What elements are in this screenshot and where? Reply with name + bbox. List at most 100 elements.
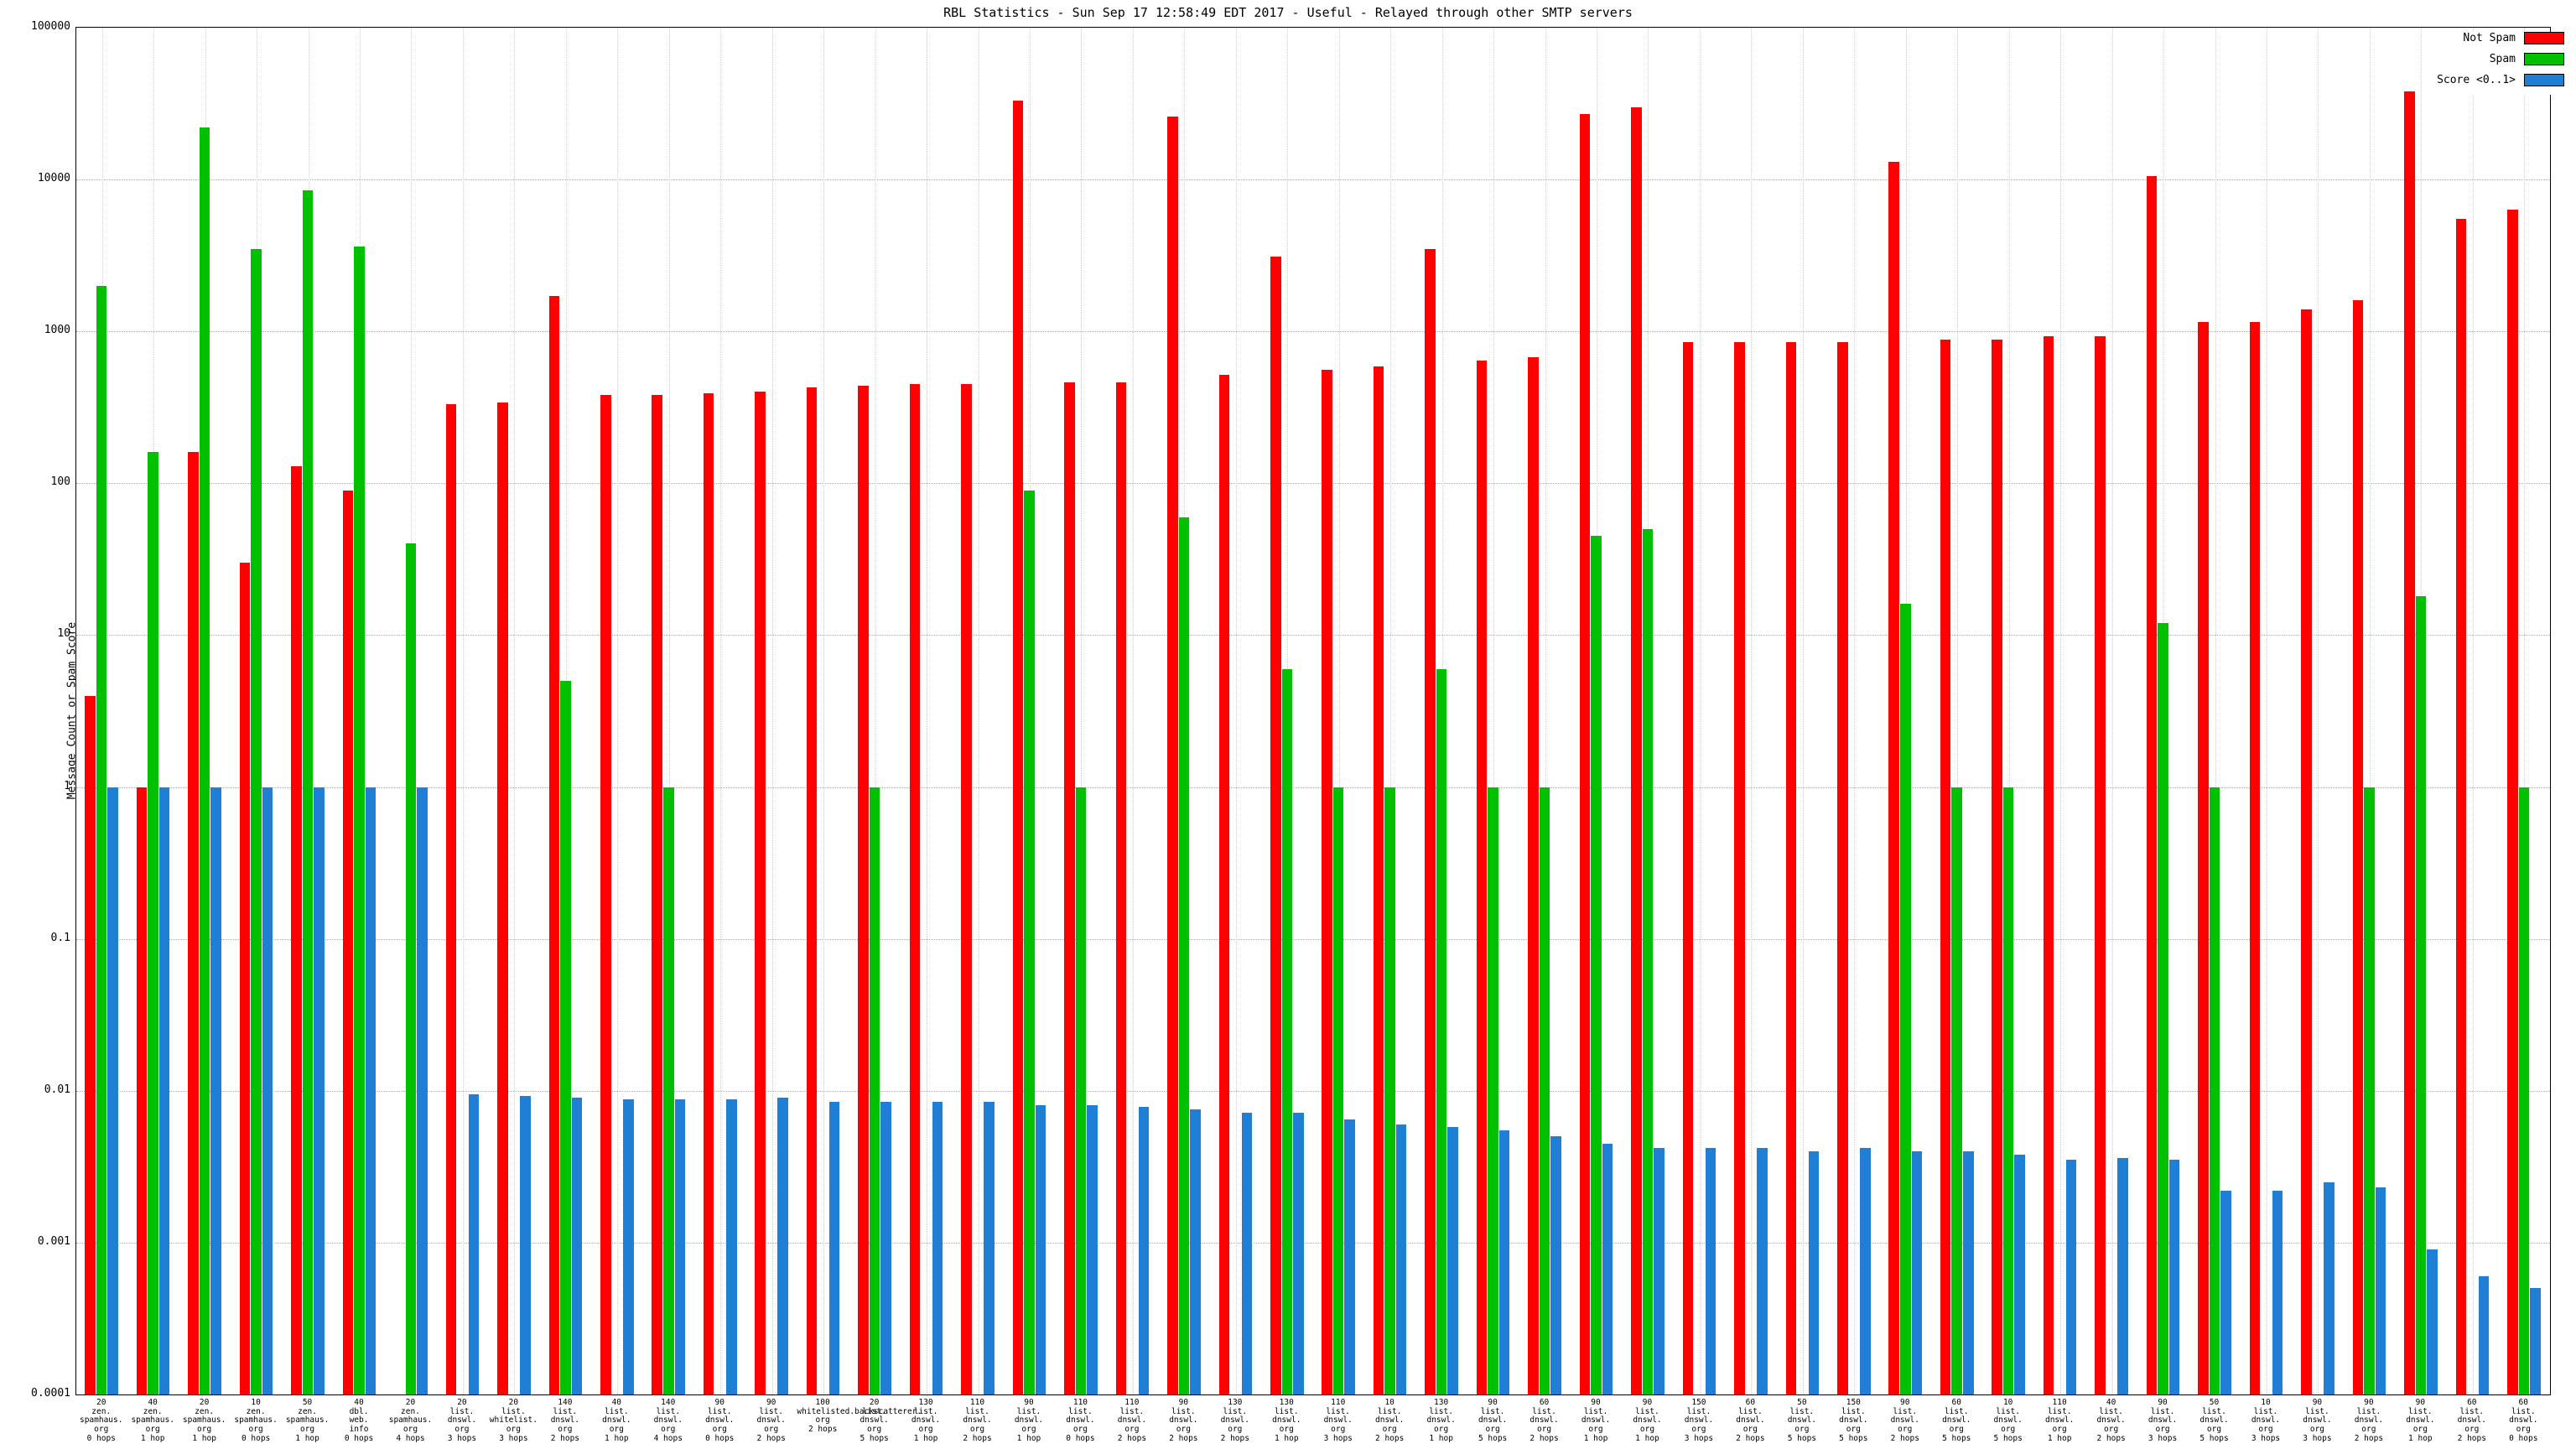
bar-score <box>1344 1119 1355 1394</box>
bar-not-spam <box>548 296 560 1394</box>
x-tick-label: 90 list. dnswl. org 2 hops <box>2354 1398 2384 1443</box>
bar-spam <box>2158 623 2168 1394</box>
bar-score <box>520 1096 531 1394</box>
bar-spam <box>199 127 210 1394</box>
vertical-gridline <box>1699 28 1701 1394</box>
y-tick-label: 100 <box>50 475 70 489</box>
bar-not-spam <box>2301 309 2312 1394</box>
bar-not-spam <box>136 787 148 1394</box>
bar-score <box>468 1093 480 1394</box>
bar-score <box>932 1101 943 1394</box>
bar-score <box>1860 1148 1871 1394</box>
y-tick-label: 100000 <box>31 20 70 33</box>
bar-not-spam <box>2404 91 2415 1394</box>
x-tick-label: 40 list. dnswl. org 1 hop <box>602 1398 631 1443</box>
bar-spam <box>1488 787 1498 1394</box>
bar-score <box>1138 1107 1150 1394</box>
bar-not-spam <box>2352 300 2364 1394</box>
x-tick-label: 110 list. dnswl. org 2 hops <box>963 1398 992 1443</box>
x-tick-label: 90 list. dnswl. org 2 hops <box>756 1398 786 1443</box>
bar-score <box>2065 1160 2077 1394</box>
bar-not-spam <box>497 402 508 1394</box>
bar-score <box>2375 1187 2386 1394</box>
bar-score <box>2324 1182 2334 1394</box>
x-tick-label: 60 list. dnswl. org 5 hops <box>1942 1398 1971 1443</box>
vertical-gridline <box>668 28 670 1394</box>
bar-score <box>1808 1150 1820 1394</box>
vertical-gridline <box>1854 28 1856 1394</box>
bar-score <box>1757 1148 1768 1394</box>
x-tick-label: 130 list. dnswl. org 2 hops <box>1220 1398 1249 1443</box>
bar-not-spam <box>806 387 818 1394</box>
x-tick-label: 90 list. dnswl. org 2 hops <box>1890 1398 1919 1443</box>
vertical-gridline <box>1751 28 1753 1394</box>
bar-score <box>1498 1130 1510 1394</box>
vertical-gridline <box>720 28 722 1394</box>
bar-spam <box>1024 490 1035 1394</box>
legend-label-not-spam: Not Spam <box>2463 32 2516 44</box>
bar-spam <box>2364 787 2375 1394</box>
bar-not-spam <box>1218 374 1230 1394</box>
x-tick-label: 60 list. dnswl. org 2 hops <box>1530 1398 1559 1443</box>
bar-not-spam <box>1785 342 1797 1394</box>
vertical-gridline <box>1235 28 1237 1394</box>
vertical-gridline <box>1545 28 1546 1394</box>
x-tick-label: 100 whitelisted.backscatterer. org 2 hop… <box>797 1398 922 1434</box>
legend-label-score: Score <0..1> <box>2437 74 2516 86</box>
vertical-gridline <box>2524 28 2526 1394</box>
bar-score <box>1293 1112 1304 1394</box>
x-tick-label: 50 zen. spamhaus. org 1 hop <box>285 1398 330 1443</box>
bar-spam <box>560 680 571 1394</box>
y-tick-label: 0.001 <box>37 1234 70 1248</box>
bar-score <box>2220 1190 2231 1394</box>
x-tick-label: 10 list. dnswl. org 2 hops <box>1375 1398 1405 1443</box>
vertical-gridline <box>1390 28 1392 1394</box>
vertical-gridline <box>2369 28 2371 1394</box>
bar-score <box>984 1101 995 1394</box>
bar-not-spam <box>1064 382 1075 1394</box>
x-tick-label: 140 list. dnswl. org 2 hops <box>550 1398 580 1443</box>
x-tick-label: 20 list. dnswl. org 5 hops <box>860 1398 889 1443</box>
bar-not-spam <box>2095 335 2106 1394</box>
x-tick-label: 90 list. dnswl. org 0 hops <box>705 1398 735 1443</box>
vertical-gridline <box>1132 28 1134 1394</box>
bar-score <box>1654 1148 1665 1394</box>
vertical-gridline <box>2008 28 2010 1394</box>
bar-not-spam <box>2146 176 2158 1394</box>
vertical-gridline <box>2111 28 2113 1394</box>
vertical-gridline <box>1338 28 1340 1394</box>
x-tick-label: 40 zen. spamhaus. org 1 hop <box>131 1398 174 1443</box>
x-tick-label: 110 list. dnswl. org 0 hops <box>1066 1398 1095 1443</box>
vertical-gridline <box>462 28 464 1394</box>
bar-score <box>828 1101 840 1394</box>
bar-spam <box>302 190 314 1394</box>
bar-spam <box>1436 668 1447 1394</box>
bar-not-spam <box>961 384 972 1394</box>
bar-spam <box>405 543 417 1394</box>
x-tick-label: 60 list. dnswl. org 2 hops <box>2457 1398 2486 1443</box>
bar-score <box>2427 1249 2438 1394</box>
bar-score <box>2168 1160 2180 1394</box>
bar-spam <box>1384 787 1395 1394</box>
bar-not-spam <box>342 490 354 1394</box>
bar-spam <box>1591 536 1602 1394</box>
bar-score <box>158 787 170 1394</box>
bar-not-spam <box>2455 219 2467 1394</box>
legend-item-not-spam: Not Spam <box>2437 32 2564 44</box>
bar-not-spam <box>1373 366 1384 1394</box>
bar-spam <box>251 248 262 1394</box>
legend-item-spam: Spam <box>2437 53 2564 65</box>
bar-not-spam <box>1734 342 1745 1394</box>
bar-spam <box>2415 596 2427 1394</box>
bar-not-spam <box>1682 342 1694 1394</box>
bar-score <box>880 1101 891 1394</box>
legend-swatch-spam-icon <box>2524 53 2564 65</box>
bar-spam <box>2518 787 2530 1394</box>
bar-score <box>1241 1112 1253 1394</box>
x-tick-label: 90 list. dnswl. org 2 hops <box>1169 1398 1198 1443</box>
bar-spam <box>1281 668 1293 1394</box>
bar-score <box>2014 1154 2025 1394</box>
bar-not-spam <box>2043 335 2054 1394</box>
bar-spam <box>1332 787 1344 1394</box>
